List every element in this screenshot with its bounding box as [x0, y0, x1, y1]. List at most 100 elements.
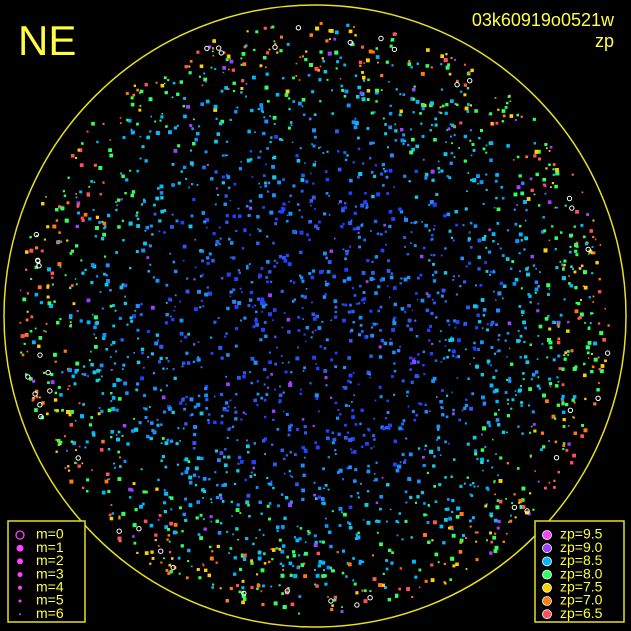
star [287, 330, 291, 334]
star [292, 100, 296, 103]
star [411, 147, 415, 152]
star [399, 567, 403, 570]
zp-symbol [542, 530, 552, 540]
star [433, 224, 436, 227]
star [487, 250, 492, 254]
star [339, 200, 342, 204]
star [303, 425, 307, 429]
star [452, 564, 456, 568]
star [495, 418, 500, 422]
star [453, 134, 456, 137]
star [54, 360, 57, 363]
star [221, 181, 225, 185]
star [492, 438, 494, 441]
star [599, 331, 604, 336]
star [480, 298, 485, 302]
star [596, 388, 600, 392]
star [54, 409, 57, 412]
star [299, 56, 302, 59]
star [249, 199, 252, 203]
star [239, 512, 242, 514]
star [101, 490, 106, 495]
star [152, 371, 156, 375]
star [86, 478, 90, 482]
star [480, 373, 484, 377]
star [423, 502, 426, 505]
star [325, 384, 328, 387]
star [163, 231, 166, 234]
star [563, 357, 567, 361]
star [124, 192, 127, 195]
star [229, 586, 233, 591]
star [435, 316, 438, 319]
star [282, 178, 285, 181]
star [485, 503, 488, 506]
star [473, 304, 477, 309]
star [410, 380, 414, 384]
star [446, 394, 449, 397]
star [425, 514, 428, 516]
star [78, 402, 81, 405]
star [134, 309, 137, 312]
star [357, 136, 360, 140]
star [193, 118, 195, 121]
star [297, 315, 301, 319]
star [266, 235, 269, 238]
star [444, 111, 448, 115]
star [420, 491, 425, 495]
star [274, 362, 278, 366]
star [342, 248, 345, 251]
star [395, 88, 398, 91]
star [253, 473, 256, 476]
star [525, 155, 528, 159]
star [108, 148, 112, 152]
star [398, 426, 403, 431]
star [419, 273, 423, 277]
star [371, 260, 374, 263]
star [423, 103, 427, 108]
star [115, 434, 118, 436]
star [263, 437, 267, 441]
star [405, 501, 408, 504]
star [119, 117, 122, 119]
star [543, 248, 548, 253]
star [437, 561, 440, 564]
star [175, 219, 179, 223]
star [192, 447, 196, 450]
star [385, 175, 389, 179]
star [103, 227, 106, 230]
star [476, 313, 480, 317]
star [91, 469, 93, 471]
star [136, 122, 139, 126]
star [431, 238, 434, 241]
star [68, 368, 72, 373]
star [393, 286, 397, 290]
star [384, 417, 388, 420]
star [261, 327, 265, 332]
star [226, 382, 230, 387]
star [410, 231, 413, 234]
star [199, 275, 203, 278]
star [409, 479, 412, 481]
star [401, 379, 405, 383]
star [175, 442, 179, 446]
star [473, 224, 478, 228]
star [370, 447, 373, 450]
star [187, 560, 190, 563]
star [150, 115, 152, 118]
star [332, 274, 336, 279]
bright-star [604, 350, 611, 356]
star [283, 259, 288, 263]
star [429, 129, 432, 132]
star [139, 157, 142, 160]
star [440, 169, 444, 173]
star [282, 77, 285, 80]
star [590, 312, 593, 315]
star [86, 130, 89, 133]
star [273, 123, 276, 125]
star [176, 124, 179, 127]
star [186, 361, 191, 365]
star [450, 135, 452, 138]
star [260, 590, 263, 593]
star [31, 398, 35, 402]
